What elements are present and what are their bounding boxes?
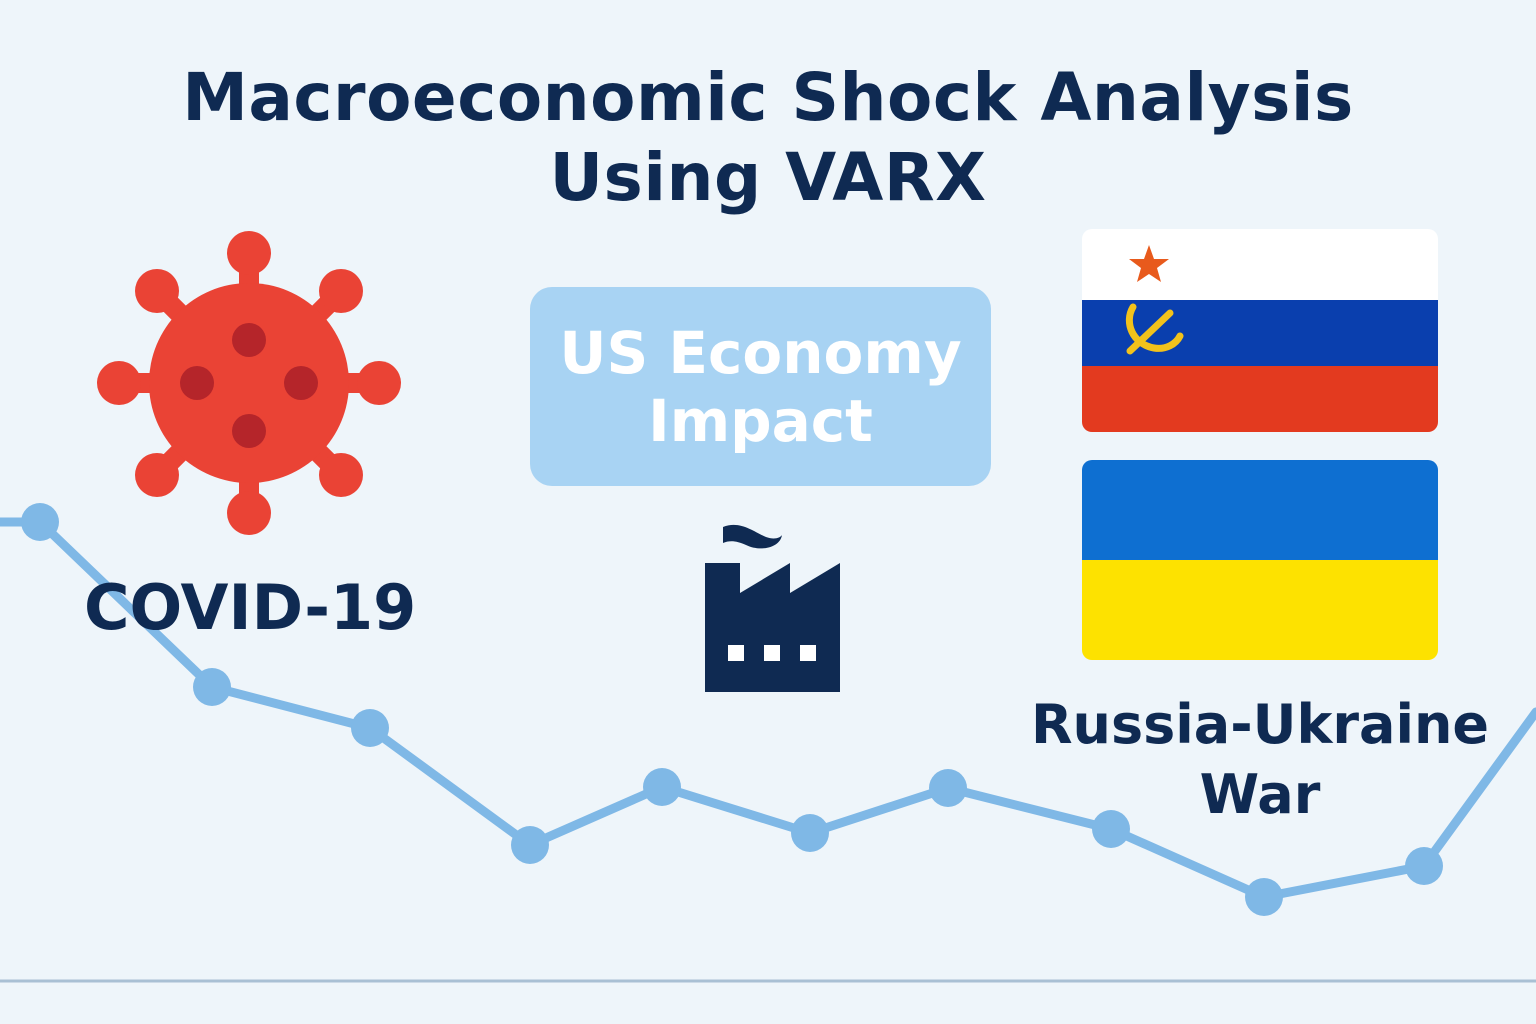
covid-label: COVID-19 [84, 571, 417, 644]
page-title: Macroeconomic Shock Analysis Using VARX [0, 58, 1536, 218]
factory-icon [705, 524, 840, 692]
trend-point [929, 769, 967, 807]
us-economy-box: US Economy Impact [530, 287, 991, 486]
trend-line [0, 503, 1536, 916]
us-box-line-1: US Economy [559, 318, 962, 387]
trend-point [1245, 878, 1283, 916]
trend-point [21, 503, 59, 541]
war-label-line-1: Russia-Ukraine [1030, 693, 1490, 756]
title-line-2: Using VARX [549, 139, 987, 216]
virus-icon [97, 231, 401, 535]
war-label: Russia-Ukraine War [1030, 690, 1490, 830]
trend-point [193, 668, 231, 706]
russia-flag-icon [1082, 229, 1438, 432]
ukraine-flag-icon [1082, 460, 1438, 660]
trend-point [511, 826, 549, 864]
us-box-line-2: Impact [648, 386, 873, 455]
trend-point [791, 814, 829, 852]
trend-point [1092, 810, 1130, 848]
title-line-1: Macroeconomic Shock Analysis [182, 59, 1354, 136]
trend-point [1405, 847, 1443, 885]
trend-point [351, 709, 389, 747]
trend-point [643, 768, 681, 806]
war-label-line-2: War [1199, 763, 1321, 826]
